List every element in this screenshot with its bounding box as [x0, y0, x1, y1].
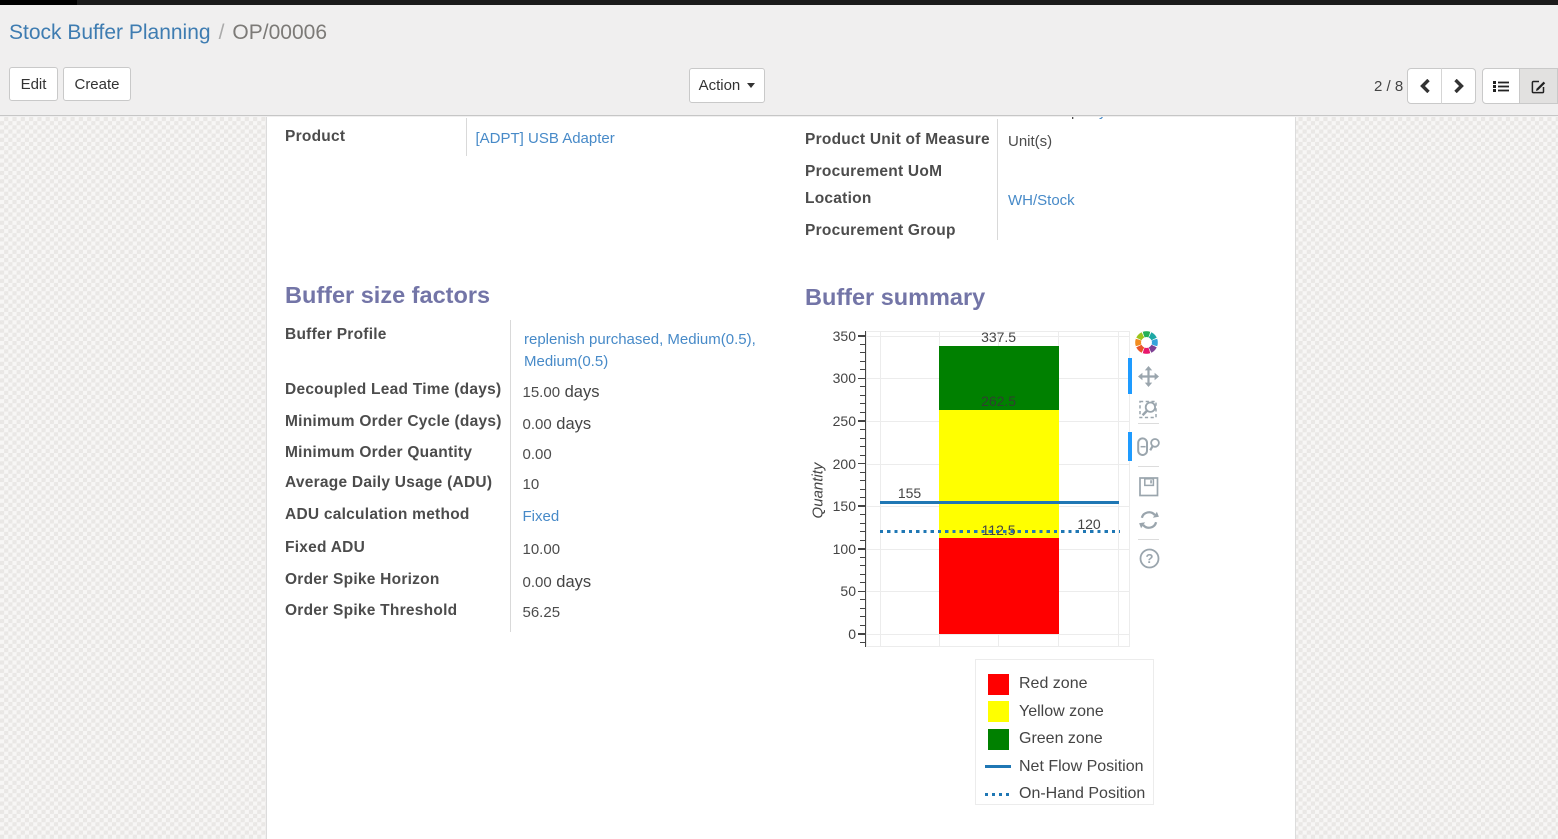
- svg-text:?: ?: [1146, 551, 1154, 566]
